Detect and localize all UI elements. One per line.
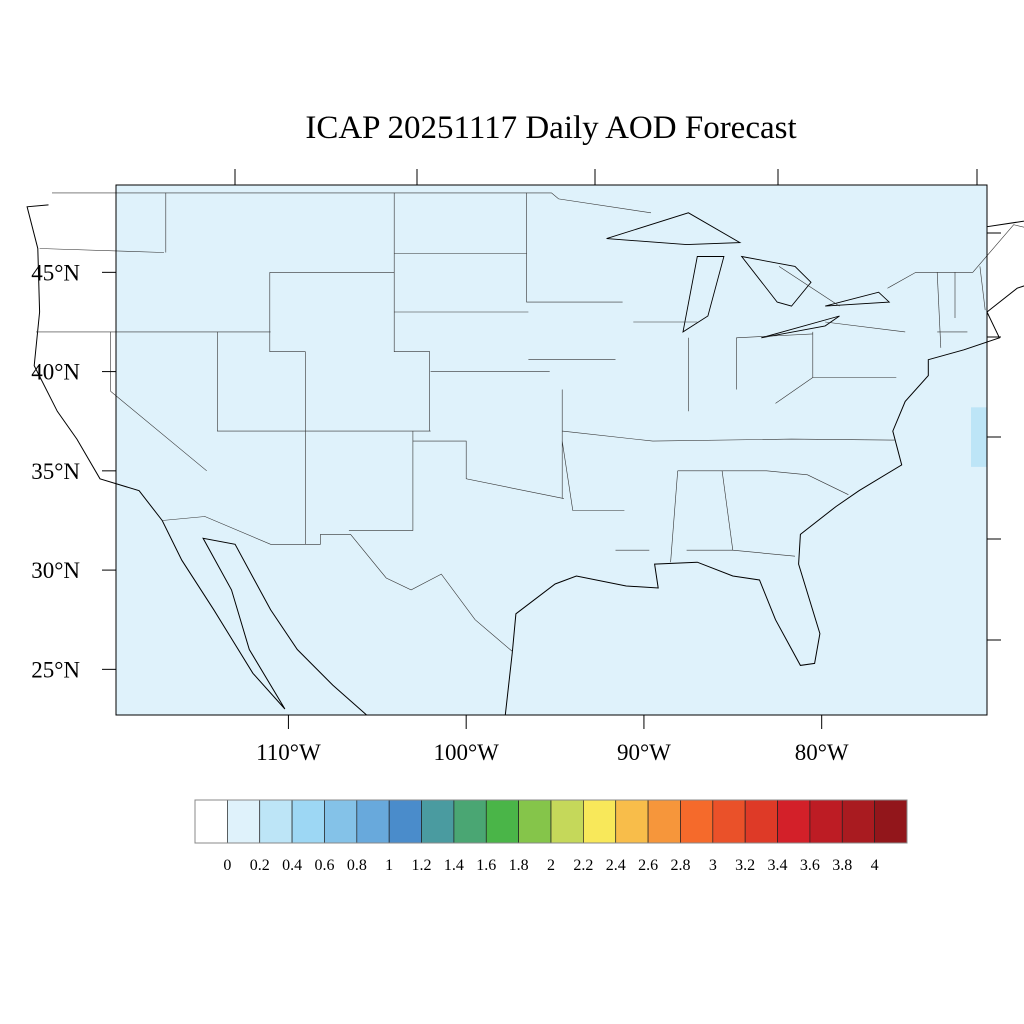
colorbar-label: 2.4	[606, 857, 626, 874]
colorbar-box	[647, 799, 681, 844]
colorbar-box	[324, 799, 358, 844]
state-border	[39, 248, 165, 253]
colorbar-label: 0	[223, 857, 231, 874]
state-border	[162, 516, 513, 652]
colorbar-label: 1.6	[476, 857, 496, 874]
colorbar-label: 3.6	[800, 857, 820, 874]
colorbar-box	[259, 799, 293, 844]
lake-outline	[825, 291, 891, 307]
lat-tick-label: 30°N	[31, 558, 80, 583]
colorbar-label: 1.4	[444, 857, 464, 874]
state-border	[721, 470, 734, 551]
colorbar-label: 0.8	[347, 857, 367, 874]
lake-outline	[740, 255, 812, 307]
colorbar-label: 0.2	[250, 857, 270, 874]
colorbar-box	[680, 799, 714, 844]
colorbar: 0 0.2 0.4 0.6 0.8 1 1.2 1.4 1.6 1.8 2 2.2 2.4 2.6 2.8 3…	[194, 799, 908, 874]
colorbar-box	[809, 799, 843, 844]
lat-tick-label: 25°N	[31, 657, 80, 682]
colorbar-label: 3.4	[768, 857, 788, 874]
colorbar-box	[518, 799, 552, 844]
colorbar-label: 3	[709, 857, 717, 874]
lake-outline	[682, 256, 725, 333]
state-border	[393, 192, 430, 432]
colorbar-label: 2.2	[573, 857, 593, 874]
colorbar-box	[194, 799, 228, 844]
colorbar-box	[874, 799, 908, 844]
lake-outline	[761, 315, 840, 339]
state-border	[526, 192, 623, 303]
colorbar-box	[485, 799, 519, 844]
state-border	[736, 333, 813, 339]
colorbar-box	[841, 799, 875, 844]
state-border	[686, 549, 796, 557]
state-border	[561, 441, 625, 511]
map-background	[116, 185, 987, 715]
state-border	[562, 430, 895, 442]
state-border	[936, 272, 942, 348]
colorbar-box	[291, 799, 325, 844]
colorbar-frame	[194, 799, 908, 844]
lon-tick-label: 90°W	[617, 740, 671, 765]
state-border	[887, 224, 1024, 289]
colorbar-label: 0.6	[314, 857, 334, 874]
state-border	[778, 266, 840, 307]
state-border	[677, 470, 849, 495]
state-border	[348, 441, 414, 531]
lat-tick-label: 45°N	[31, 260, 80, 285]
state-border	[412, 431, 564, 499]
colorbar-box	[356, 799, 390, 844]
colorbar-box	[453, 799, 487, 844]
colorbar-label: 0.4	[282, 857, 302, 874]
state-border	[825, 321, 906, 333]
map-boundaries	[26, 185, 1024, 716]
colorbar-label: 2.6	[638, 857, 658, 874]
lon-tick-label: 80°W	[795, 740, 849, 765]
colorbar-box	[777, 799, 811, 844]
colorbar-box	[712, 799, 746, 844]
aod-patch	[971, 407, 987, 467]
lon-tick-label: 100°W	[433, 740, 499, 765]
colorbar-box	[550, 799, 584, 844]
colorbar-box	[421, 799, 455, 844]
colorbar-label: 2	[547, 857, 555, 874]
colorbar-box	[388, 799, 422, 844]
state-border	[217, 331, 431, 432]
lake-outline	[606, 212, 742, 246]
lon-tick-label: 110°W	[256, 740, 321, 765]
colorbar-box	[744, 799, 778, 844]
colorbar-label: 4	[871, 857, 879, 874]
state-border	[979, 266, 986, 311]
state-border	[110, 331, 207, 472]
map-frame	[115, 184, 988, 716]
colorbar-box	[583, 799, 617, 844]
colorbar-label: 1.2	[412, 857, 432, 874]
colorbar-label: 1	[385, 857, 393, 874]
colorbar-label: 3.2	[735, 857, 755, 874]
colorbar-box	[615, 799, 649, 844]
state-border	[670, 470, 678, 563]
lat-tick-label: 40°N	[31, 360, 80, 385]
colorbar-label: 3.8	[832, 857, 852, 874]
coastline	[26, 185, 1024, 716]
state-border	[269, 272, 306, 545]
chart-title: ICAP 20251117 Daily AOD Forecast	[305, 110, 797, 146]
state-border	[775, 377, 813, 404]
colorbar-box	[227, 799, 261, 844]
colorbar-label: 2.8	[670, 857, 690, 874]
colorbar-label: 1.8	[509, 857, 529, 874]
state-border	[52, 192, 652, 214]
lat-tick-label: 35°N	[31, 459, 80, 484]
